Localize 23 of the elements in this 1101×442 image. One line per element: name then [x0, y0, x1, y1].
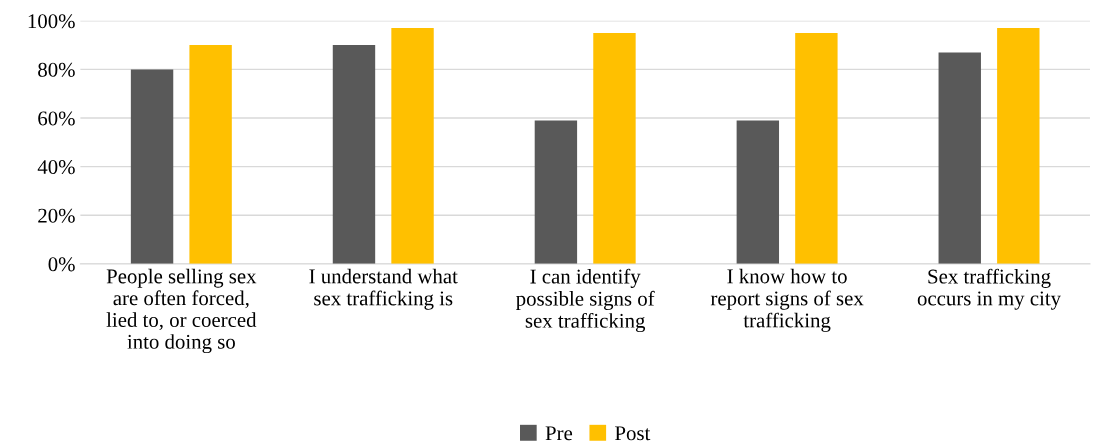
y-tick-label: 60%: [38, 111, 75, 126]
y-tick-label: 20%: [38, 208, 75, 223]
y-tick-label: 40%: [37, 160, 75, 175]
bar: [997, 28, 1040, 264]
bar: [189, 45, 232, 264]
bar: [391, 28, 434, 264]
bar: [332, 45, 376, 264]
x-tick-label: People selling sex are often forced, lied to, or coerced into doing so: [106, 268, 257, 354]
x-tick-label: I know how to report signs of sex trafficking: [710, 268, 864, 332]
x-tick-label: I can identify possible signs of sex trafficking: [516, 268, 655, 333]
x-tick-label: Sex trafficking occurs in my city: [917, 268, 1061, 310]
y-tick-label: 100%: [28, 14, 75, 29]
bar: [534, 120, 578, 264]
bar: [130, 69, 174, 264]
bar: [938, 52, 981, 264]
legend-label: Pre: [545, 426, 573, 441]
y-tick-label: 80%: [38, 62, 75, 77]
legend-label: Post: [615, 426, 651, 441]
bar: [795, 32, 838, 264]
bar: [736, 120, 780, 264]
x-tick-label: I understand what sex trafficking is: [309, 268, 458, 310]
y-tick-label: 0%: [48, 257, 75, 272]
bar: [593, 32, 636, 264]
